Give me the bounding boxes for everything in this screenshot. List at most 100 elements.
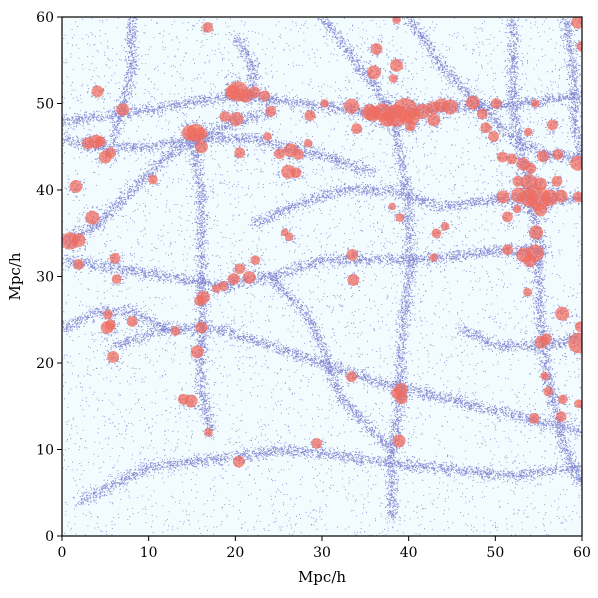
- halo-point: [543, 386, 554, 397]
- halo-point: [242, 270, 256, 284]
- halo-point: [379, 111, 395, 127]
- halo-point: [116, 103, 130, 117]
- halo-point: [512, 204, 522, 214]
- halo-point: [232, 455, 245, 468]
- halo-point: [476, 108, 488, 120]
- halo-point: [170, 326, 181, 336]
- halo-point: [311, 438, 323, 449]
- halo-point: [351, 123, 363, 134]
- halo-point: [265, 105, 277, 117]
- halo-point: [109, 252, 121, 264]
- halo-point: [250, 255, 261, 265]
- halo-point: [280, 228, 289, 237]
- halo-point: [320, 99, 329, 108]
- halo-point: [554, 189, 568, 203]
- halo-point: [365, 106, 381, 122]
- halo-point: [465, 95, 480, 110]
- halo-point: [234, 263, 246, 275]
- halo-point: [85, 210, 100, 225]
- plot-background: [62, 17, 582, 536]
- x-tick-label: 20: [226, 545, 244, 561]
- halo-point: [388, 202, 396, 211]
- halo-point: [529, 225, 544, 240]
- y-tick-label: 50: [36, 97, 54, 113]
- halo-point: [551, 175, 563, 187]
- halo-point: [103, 309, 113, 320]
- halo-point: [555, 306, 570, 321]
- halo-point: [248, 86, 261, 99]
- halo-point: [259, 90, 271, 102]
- x-tick-label: 30: [313, 545, 331, 561]
- halo-point: [480, 122, 492, 134]
- halo-point: [571, 17, 582, 29]
- halo-point: [576, 41, 582, 52]
- halo-point: [524, 127, 533, 137]
- halo-point: [496, 151, 508, 163]
- halo-point: [303, 139, 313, 148]
- halo-point: [431, 228, 442, 239]
- halo-point: [367, 65, 381, 80]
- halo-point: [219, 111, 231, 122]
- halo-point: [547, 119, 558, 131]
- halo-point: [429, 253, 439, 262]
- halo-point: [490, 98, 502, 109]
- halo-point: [555, 411, 567, 422]
- halo-point: [263, 132, 272, 141]
- halo-point: [488, 131, 499, 142]
- x-tick-label: 60: [573, 545, 591, 561]
- halo-point: [552, 149, 564, 160]
- halo-point: [395, 392, 408, 405]
- halo-point: [343, 98, 360, 114]
- halo-point: [541, 189, 558, 206]
- halo-point: [202, 22, 213, 33]
- halo-point: [390, 58, 403, 72]
- halo-point: [227, 273, 240, 286]
- halo-point: [346, 371, 357, 383]
- halo-point: [440, 222, 450, 231]
- x-tick-label: 40: [400, 545, 418, 561]
- y-axis-ticks: 0 10 20 30 40 50 60: [36, 10, 62, 545]
- halo-point: [111, 274, 122, 284]
- x-tick-label: 10: [140, 545, 158, 561]
- halo-point: [107, 350, 120, 363]
- x-axis-label: Mpc/h: [298, 568, 346, 586]
- halo-point: [442, 99, 458, 115]
- halo-point: [204, 427, 213, 437]
- halo-point: [105, 319, 116, 331]
- halo-point: [568, 332, 582, 354]
- halo-point: [91, 85, 104, 98]
- halo-point: [274, 148, 285, 160]
- halo-point: [540, 371, 549, 381]
- halo-point: [392, 17, 401, 24]
- halo-point: [347, 274, 360, 286]
- halo-point: [395, 213, 405, 222]
- halo-point: [496, 190, 510, 204]
- halo-markers-layer: [62, 17, 582, 468]
- halo-point: [533, 203, 547, 217]
- halo-point: [148, 174, 158, 185]
- halo-point: [525, 163, 537, 174]
- halo-point: [73, 259, 84, 270]
- halo-point: [558, 394, 568, 405]
- y-axis-label: Mpc/h: [6, 252, 24, 300]
- halo-point: [304, 110, 316, 121]
- halo-point: [290, 167, 302, 179]
- halo-point: [126, 316, 138, 327]
- halo-point: [346, 248, 359, 261]
- halo-point: [105, 147, 116, 159]
- y-tick-label: 40: [36, 183, 54, 199]
- halo-point: [195, 321, 208, 334]
- y-tick-label: 0: [45, 529, 54, 545]
- halo-point: [218, 281, 229, 291]
- halo-point: [414, 103, 431, 119]
- y-tick-label: 10: [36, 443, 54, 459]
- halo-point: [530, 99, 540, 108]
- halo-point: [234, 147, 246, 159]
- halo-point: [195, 140, 208, 154]
- halo-point: [427, 113, 441, 127]
- halo-point: [523, 287, 532, 297]
- halo-point: [502, 211, 513, 223]
- halo-point: [537, 150, 549, 163]
- halo-point: [194, 295, 206, 307]
